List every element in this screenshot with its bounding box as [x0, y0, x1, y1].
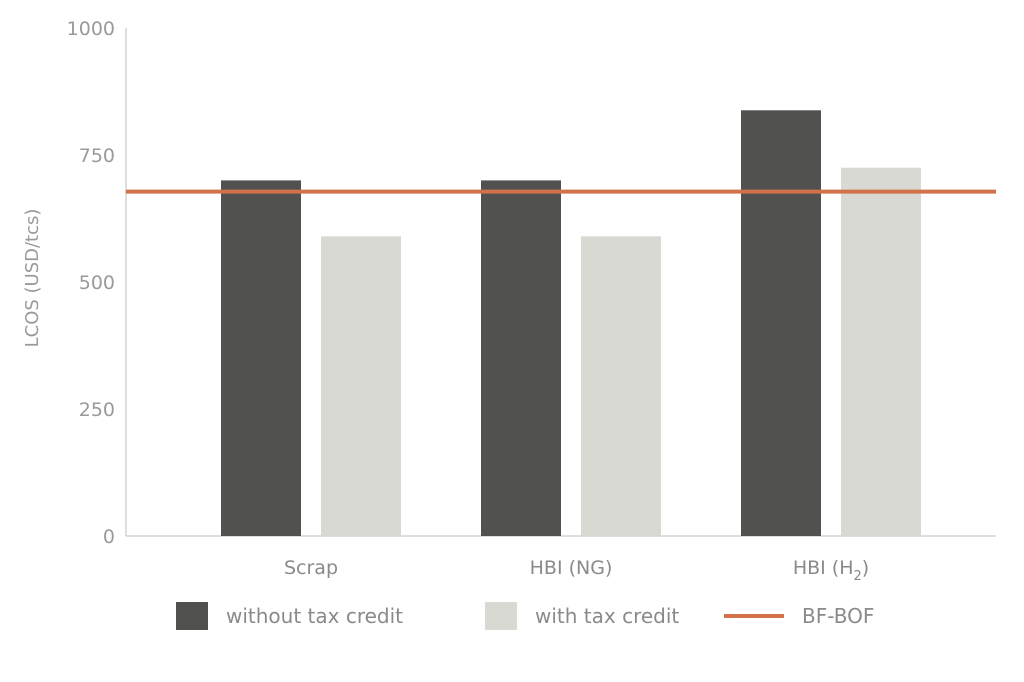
legend-swatch-bf-bof	[724, 614, 784, 618]
legend-label: without tax credit	[226, 604, 404, 628]
legend-label: with tax credit	[535, 604, 680, 628]
legend-item-without-tax-credit: without tax credit	[176, 600, 403, 632]
legend-item-with-tax-credit: with tax credit	[485, 600, 679, 632]
bar-with-tax-credit-1	[581, 236, 661, 536]
legend-item-bf-bof: BF-BOF	[724, 600, 874, 632]
bars	[221, 110, 921, 537]
x-category-label: Scrap	[284, 557, 338, 579]
y-tick-label: 250	[79, 399, 115, 421]
y-axis-label: LCOS (USD/tcs)	[22, 209, 43, 348]
y-tick-label: 1000	[67, 18, 115, 40]
legend-swatch-without-tax-credit	[176, 602, 208, 630]
y-tick-label: 0	[103, 526, 115, 548]
y-tick-label: 500	[79, 272, 115, 294]
y-axis-ticks: 0 250 500 750 1000	[67, 18, 115, 548]
legend-swatch-with-tax-credit	[485, 602, 517, 630]
y-tick-label: 750	[79, 145, 115, 167]
bar-without-tax-credit-1	[481, 180, 561, 536]
x-axis-categories: Scrap HBI (NG) HBI (H2)	[284, 557, 869, 584]
x-category-label: HBI (NG)	[530, 557, 613, 579]
bar-without-tax-credit-2	[741, 110, 821, 537]
legend: without tax credit with tax credit BF-BO…	[0, 600, 1024, 632]
bar-with-tax-credit-2	[841, 167, 921, 536]
x-category-label: HBI (H2)	[793, 557, 869, 584]
legend-label: BF-BOF	[802, 604, 875, 628]
bar-without-tax-credit-0	[221, 180, 301, 536]
bar-with-tax-credit-0	[321, 236, 401, 536]
